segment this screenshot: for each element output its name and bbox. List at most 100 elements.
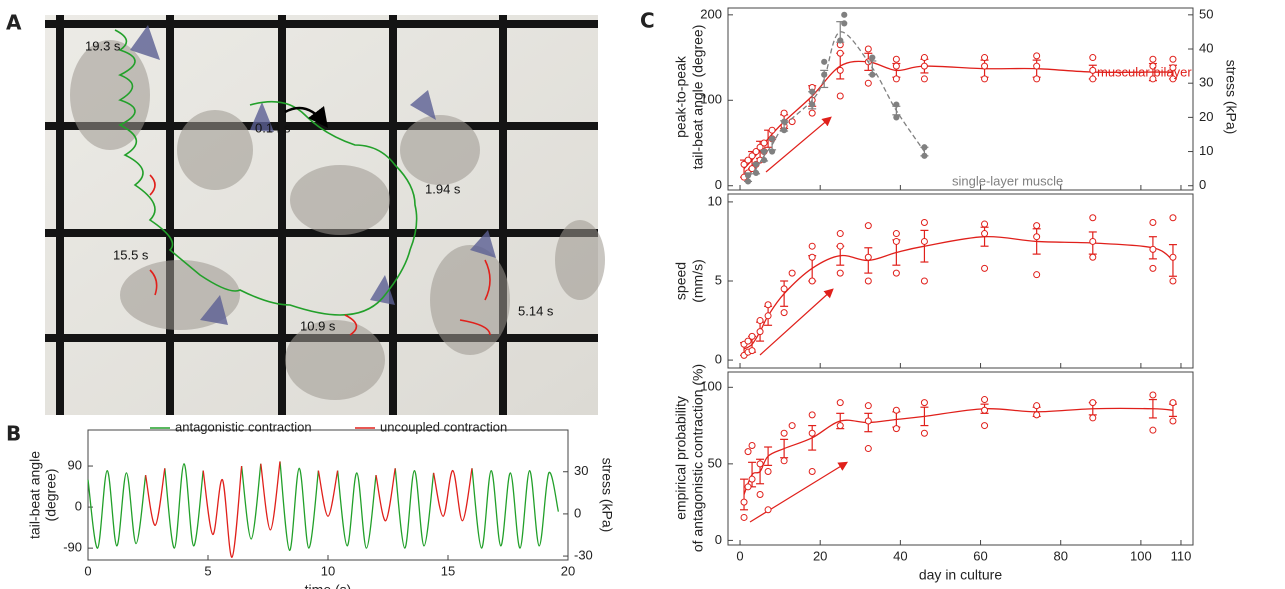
plot-frame (727, 193, 1194, 369)
y-tick-label: 5 (715, 272, 722, 287)
data-point (864, 253, 872, 261)
y-tick-label: 200 (700, 6, 722, 21)
data-point (1089, 399, 1097, 407)
data-point (892, 406, 900, 414)
fish-fins (130, 25, 496, 325)
data-point (981, 396, 989, 404)
x-tick-label: 20 (561, 563, 575, 578)
error-bar (764, 446, 773, 466)
trajectory-antagonistic (114, 29, 418, 316)
error-bar (920, 229, 929, 263)
data-point (892, 62, 900, 70)
data-point (892, 237, 900, 245)
data-point (744, 337, 752, 345)
data-point (760, 156, 768, 164)
y-tick-label: 0 (715, 532, 722, 547)
data-point (892, 269, 900, 277)
panel-letter: C (640, 9, 655, 33)
data-point (764, 312, 772, 320)
y-tick-label: 10 (708, 193, 722, 208)
data-point (836, 242, 844, 250)
data-point (920, 237, 928, 245)
line-piece (394, 468, 435, 549)
data-point (869, 71, 876, 78)
data-point (920, 75, 928, 83)
data-point (752, 161, 760, 168)
y-tick-label: -90 (63, 540, 82, 555)
data-point (864, 445, 872, 453)
data-point (1169, 55, 1177, 63)
data-point (808, 468, 816, 476)
photo-grid (45, 15, 598, 415)
data-point (768, 148, 776, 155)
data-point (1169, 214, 1177, 222)
y-tick-label: 90 (68, 457, 82, 472)
plot-frame (727, 371, 1194, 546)
data-point (1033, 62, 1041, 70)
data-point (756, 317, 764, 325)
photo (45, 15, 605, 415)
data-point (836, 230, 844, 238)
x-tick-label: 20 (813, 548, 827, 563)
data-point (748, 152, 756, 160)
data-point (788, 422, 796, 430)
data-point (788, 118, 796, 126)
data-point (781, 118, 788, 125)
data-point (981, 54, 989, 62)
data-point (1089, 66, 1097, 74)
y2-tick-label: -30 (574, 548, 593, 563)
data-point (921, 152, 928, 159)
data-point (748, 475, 756, 483)
line-piece (87, 469, 147, 549)
data-point (981, 230, 989, 238)
x-tick-label: 40 (893, 548, 907, 563)
data-point (864, 222, 872, 230)
data-point (1033, 271, 1041, 279)
y-tick-label: 0 (715, 352, 722, 367)
line-piece (202, 465, 243, 558)
error-bar (808, 424, 817, 451)
time-label: 10.9 s (300, 318, 336, 333)
panel-letter: B (6, 422, 21, 446)
data-point (1033, 75, 1041, 83)
data-point (808, 411, 816, 419)
data-point (1149, 245, 1157, 253)
x-tick-label: 10 (321, 563, 335, 578)
data-point (892, 230, 900, 238)
data-point (981, 422, 989, 430)
data-point (1033, 402, 1041, 410)
series-label: single-layer muscle (952, 173, 1063, 188)
data-point (744, 178, 752, 185)
data-point (821, 58, 828, 65)
data-point (781, 127, 788, 134)
data-point (1149, 264, 1157, 272)
data-point (768, 135, 776, 142)
y-axis-label: speed (673, 262, 689, 300)
plot-frame (727, 7, 1194, 191)
data-point (1033, 52, 1041, 60)
x-axis-label: day in culture (919, 567, 1002, 583)
data-point (764, 506, 772, 514)
data-point (740, 513, 748, 521)
data-point (756, 460, 764, 468)
data-point (780, 429, 788, 437)
y-tick-label: 0 (75, 499, 82, 514)
error-bar (780, 280, 789, 307)
time-label: 1.94 s (425, 181, 461, 196)
data-point (744, 448, 752, 456)
data-point (1149, 218, 1157, 226)
error-bar (780, 438, 789, 459)
data-point (864, 402, 872, 410)
y-axis-label: peak-to-peak (673, 55, 689, 138)
data-point (764, 301, 772, 309)
line-piece (471, 468, 560, 549)
data-point (1089, 75, 1097, 83)
rotation-arrow (284, 106, 329, 128)
data-point (740, 498, 748, 506)
y-axis-label: of antagonistic contraction (%) (690, 364, 706, 552)
data-point (836, 399, 844, 407)
data-point (836, 49, 844, 57)
data-point (821, 71, 828, 78)
data-point (780, 457, 788, 465)
data-point (837, 37, 844, 44)
